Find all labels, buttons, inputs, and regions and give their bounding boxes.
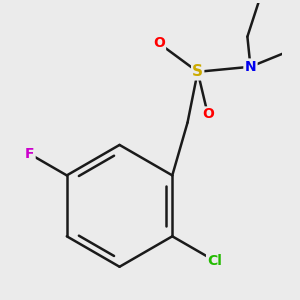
Text: Cl: Cl	[207, 254, 222, 268]
Text: O: O	[202, 107, 214, 122]
Text: O: O	[153, 36, 165, 50]
Text: S: S	[192, 64, 203, 79]
Text: N: N	[245, 60, 256, 74]
Text: N: N	[245, 60, 256, 74]
Text: F: F	[25, 147, 34, 161]
